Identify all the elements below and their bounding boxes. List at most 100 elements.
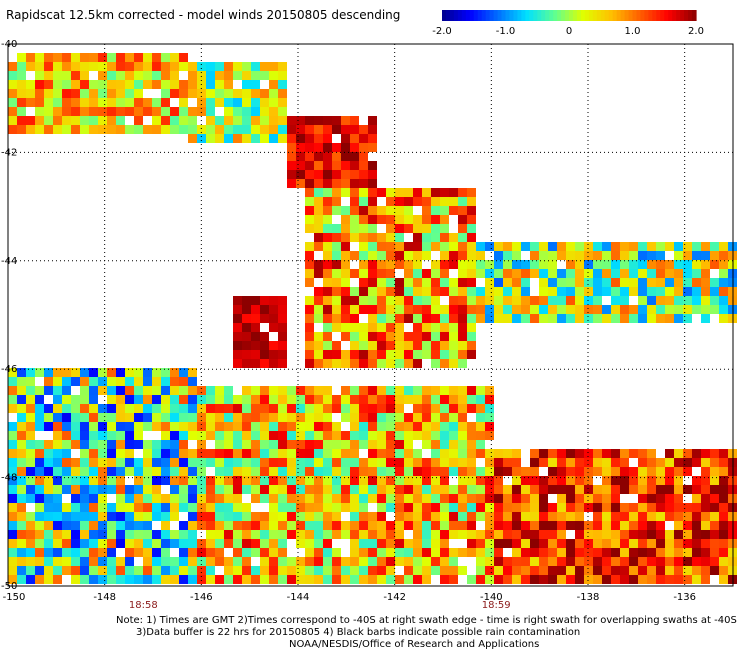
heatmap-cell	[341, 260, 350, 269]
heatmap-cell	[278, 314, 287, 323]
heatmap-cell	[179, 485, 188, 494]
heatmap-cell	[566, 575, 575, 584]
colorbar-segment	[576, 10, 582, 21]
heatmap-cell	[440, 467, 449, 476]
heatmap-cell	[602, 476, 611, 485]
heatmap-cell	[332, 503, 341, 512]
heatmap-cell	[278, 107, 287, 116]
heatmap-cell	[107, 539, 116, 548]
heatmap-cell	[242, 404, 251, 413]
heatmap-cell	[143, 539, 152, 548]
heatmap-cell	[17, 89, 26, 98]
heatmap-cell	[359, 575, 368, 584]
heatmap-cell	[332, 341, 341, 350]
heatmap-cell	[206, 539, 215, 548]
heatmap-cell	[215, 98, 224, 107]
heatmap-cell	[269, 413, 278, 422]
heatmap-cell	[395, 341, 404, 350]
heatmap-cell	[170, 368, 179, 377]
heatmap-cell	[242, 557, 251, 566]
heatmap-cell	[485, 287, 494, 296]
heatmap-cell	[557, 485, 566, 494]
heatmap-cell	[368, 296, 377, 305]
heatmap-cell	[359, 386, 368, 395]
heatmap-cell	[611, 305, 620, 314]
heatmap-cell	[494, 512, 503, 521]
heatmap-cell	[125, 458, 134, 467]
heatmap-cell	[53, 503, 62, 512]
heatmap-cell	[332, 260, 341, 269]
heatmap-cell	[332, 305, 341, 314]
heatmap-cell	[341, 188, 350, 197]
heatmap-cell	[449, 548, 458, 557]
heatmap-cell	[260, 395, 269, 404]
heatmap-cell	[539, 449, 548, 458]
heatmap-cell	[305, 548, 314, 557]
heatmap-cell	[386, 440, 395, 449]
heatmap-cell	[170, 80, 179, 89]
heatmap-cell	[17, 566, 26, 575]
heatmap-cell	[431, 503, 440, 512]
heatmap-cell	[620, 449, 629, 458]
heatmap-cell	[440, 395, 449, 404]
heatmap-cell	[395, 359, 404, 368]
heatmap-cell	[98, 566, 107, 575]
heatmap-cell	[476, 305, 485, 314]
heatmap-cell	[35, 476, 44, 485]
heatmap-cell	[17, 431, 26, 440]
heatmap-cell	[611, 296, 620, 305]
heatmap-cell	[431, 539, 440, 548]
heatmap-cell	[305, 449, 314, 458]
heatmap-cell	[395, 395, 404, 404]
heatmap-cell	[368, 485, 377, 494]
colorbar-segment	[596, 10, 602, 21]
heatmap-cell	[548, 503, 557, 512]
heatmap-cell	[278, 557, 287, 566]
heatmap-cell	[98, 98, 107, 107]
heatmap-cell	[395, 494, 404, 503]
heatmap-cell	[341, 449, 350, 458]
heatmap-cell	[89, 53, 98, 62]
heatmap-cell	[314, 395, 323, 404]
heatmap-cell	[197, 521, 206, 530]
heatmap-cell	[503, 494, 512, 503]
heatmap-cell	[296, 170, 305, 179]
heatmap-cell	[332, 485, 341, 494]
heatmap-cell	[17, 125, 26, 134]
colorbar-segment	[469, 10, 475, 21]
heatmap-cell	[611, 530, 620, 539]
heatmap-cell	[431, 314, 440, 323]
heatmap-cell	[89, 521, 98, 530]
heatmap-cell	[278, 134, 287, 143]
heatmap-cell	[530, 314, 539, 323]
heatmap-cell	[170, 125, 179, 134]
heatmap-cell	[125, 431, 134, 440]
heatmap-cell	[422, 395, 431, 404]
heatmap-cell	[224, 530, 233, 539]
footnote-credit: NOAA/NESDIS/Office of Research and Appli…	[289, 639, 540, 650]
heatmap-cell	[359, 395, 368, 404]
heatmap-cell	[134, 395, 143, 404]
heatmap-cell	[125, 404, 134, 413]
heatmap-cell	[323, 296, 332, 305]
heatmap-cell	[251, 422, 260, 431]
heatmap-cell	[116, 107, 125, 116]
heatmap-cell	[323, 386, 332, 395]
heatmap-cell	[305, 170, 314, 179]
heatmap-cell	[494, 494, 503, 503]
heatmap-cell	[719, 242, 728, 251]
heatmap-cell	[674, 314, 683, 323]
heatmap-cell	[323, 431, 332, 440]
heatmap-cell	[395, 386, 404, 395]
heatmap-cell	[17, 467, 26, 476]
heatmap-cell	[170, 377, 179, 386]
heatmap-cell	[314, 458, 323, 467]
heatmap-cell	[548, 260, 557, 269]
heatmap-cell	[647, 575, 656, 584]
heatmap-cell	[80, 485, 89, 494]
heatmap-cell	[557, 287, 566, 296]
heatmap-cell	[116, 530, 125, 539]
heatmap-cell	[332, 566, 341, 575]
heatmap-cell	[26, 404, 35, 413]
heatmap-cell	[566, 296, 575, 305]
